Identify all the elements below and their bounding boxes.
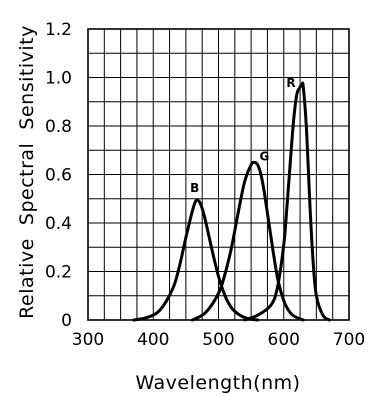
series-label-g: G <box>259 149 269 163</box>
y-tick-label: 1.2 <box>45 20 72 40</box>
series-line-r <box>243 81 331 322</box>
x-tick-labels: 300 400 500 600 700 <box>72 330 365 350</box>
series-label-b: B <box>190 181 199 195</box>
y-tick-label: 0 <box>61 311 72 331</box>
series-label-r: R <box>286 76 295 90</box>
x-tick-label: 300 <box>72 330 104 350</box>
series-line-b <box>132 198 260 322</box>
x-tick-label: 600 <box>268 330 300 350</box>
x-tick-label: 700 <box>333 330 365 350</box>
x-tick-label: 400 <box>137 330 169 350</box>
series-curves <box>132 81 331 322</box>
y-tick-label: 0.6 <box>45 166 72 186</box>
y-tick-labels: 0 0.2 0.4 0.6 0.8 1.0 1.2 <box>45 20 72 331</box>
y-tick-label: 1.0 <box>45 69 72 89</box>
x-axis-title: Wavelength(nm) <box>135 372 300 394</box>
y-axis-title: Relative Spectral Sensitivity <box>16 25 38 319</box>
series-labels: B G R <box>190 76 296 195</box>
y-tick-label: 0.2 <box>45 263 72 283</box>
series-line-g <box>190 160 305 322</box>
x-tick-label: 500 <box>202 330 234 350</box>
y-tick-label: 0.4 <box>45 214 72 234</box>
plot-frame <box>87 28 350 321</box>
y-tick-label: 0.8 <box>45 117 72 137</box>
